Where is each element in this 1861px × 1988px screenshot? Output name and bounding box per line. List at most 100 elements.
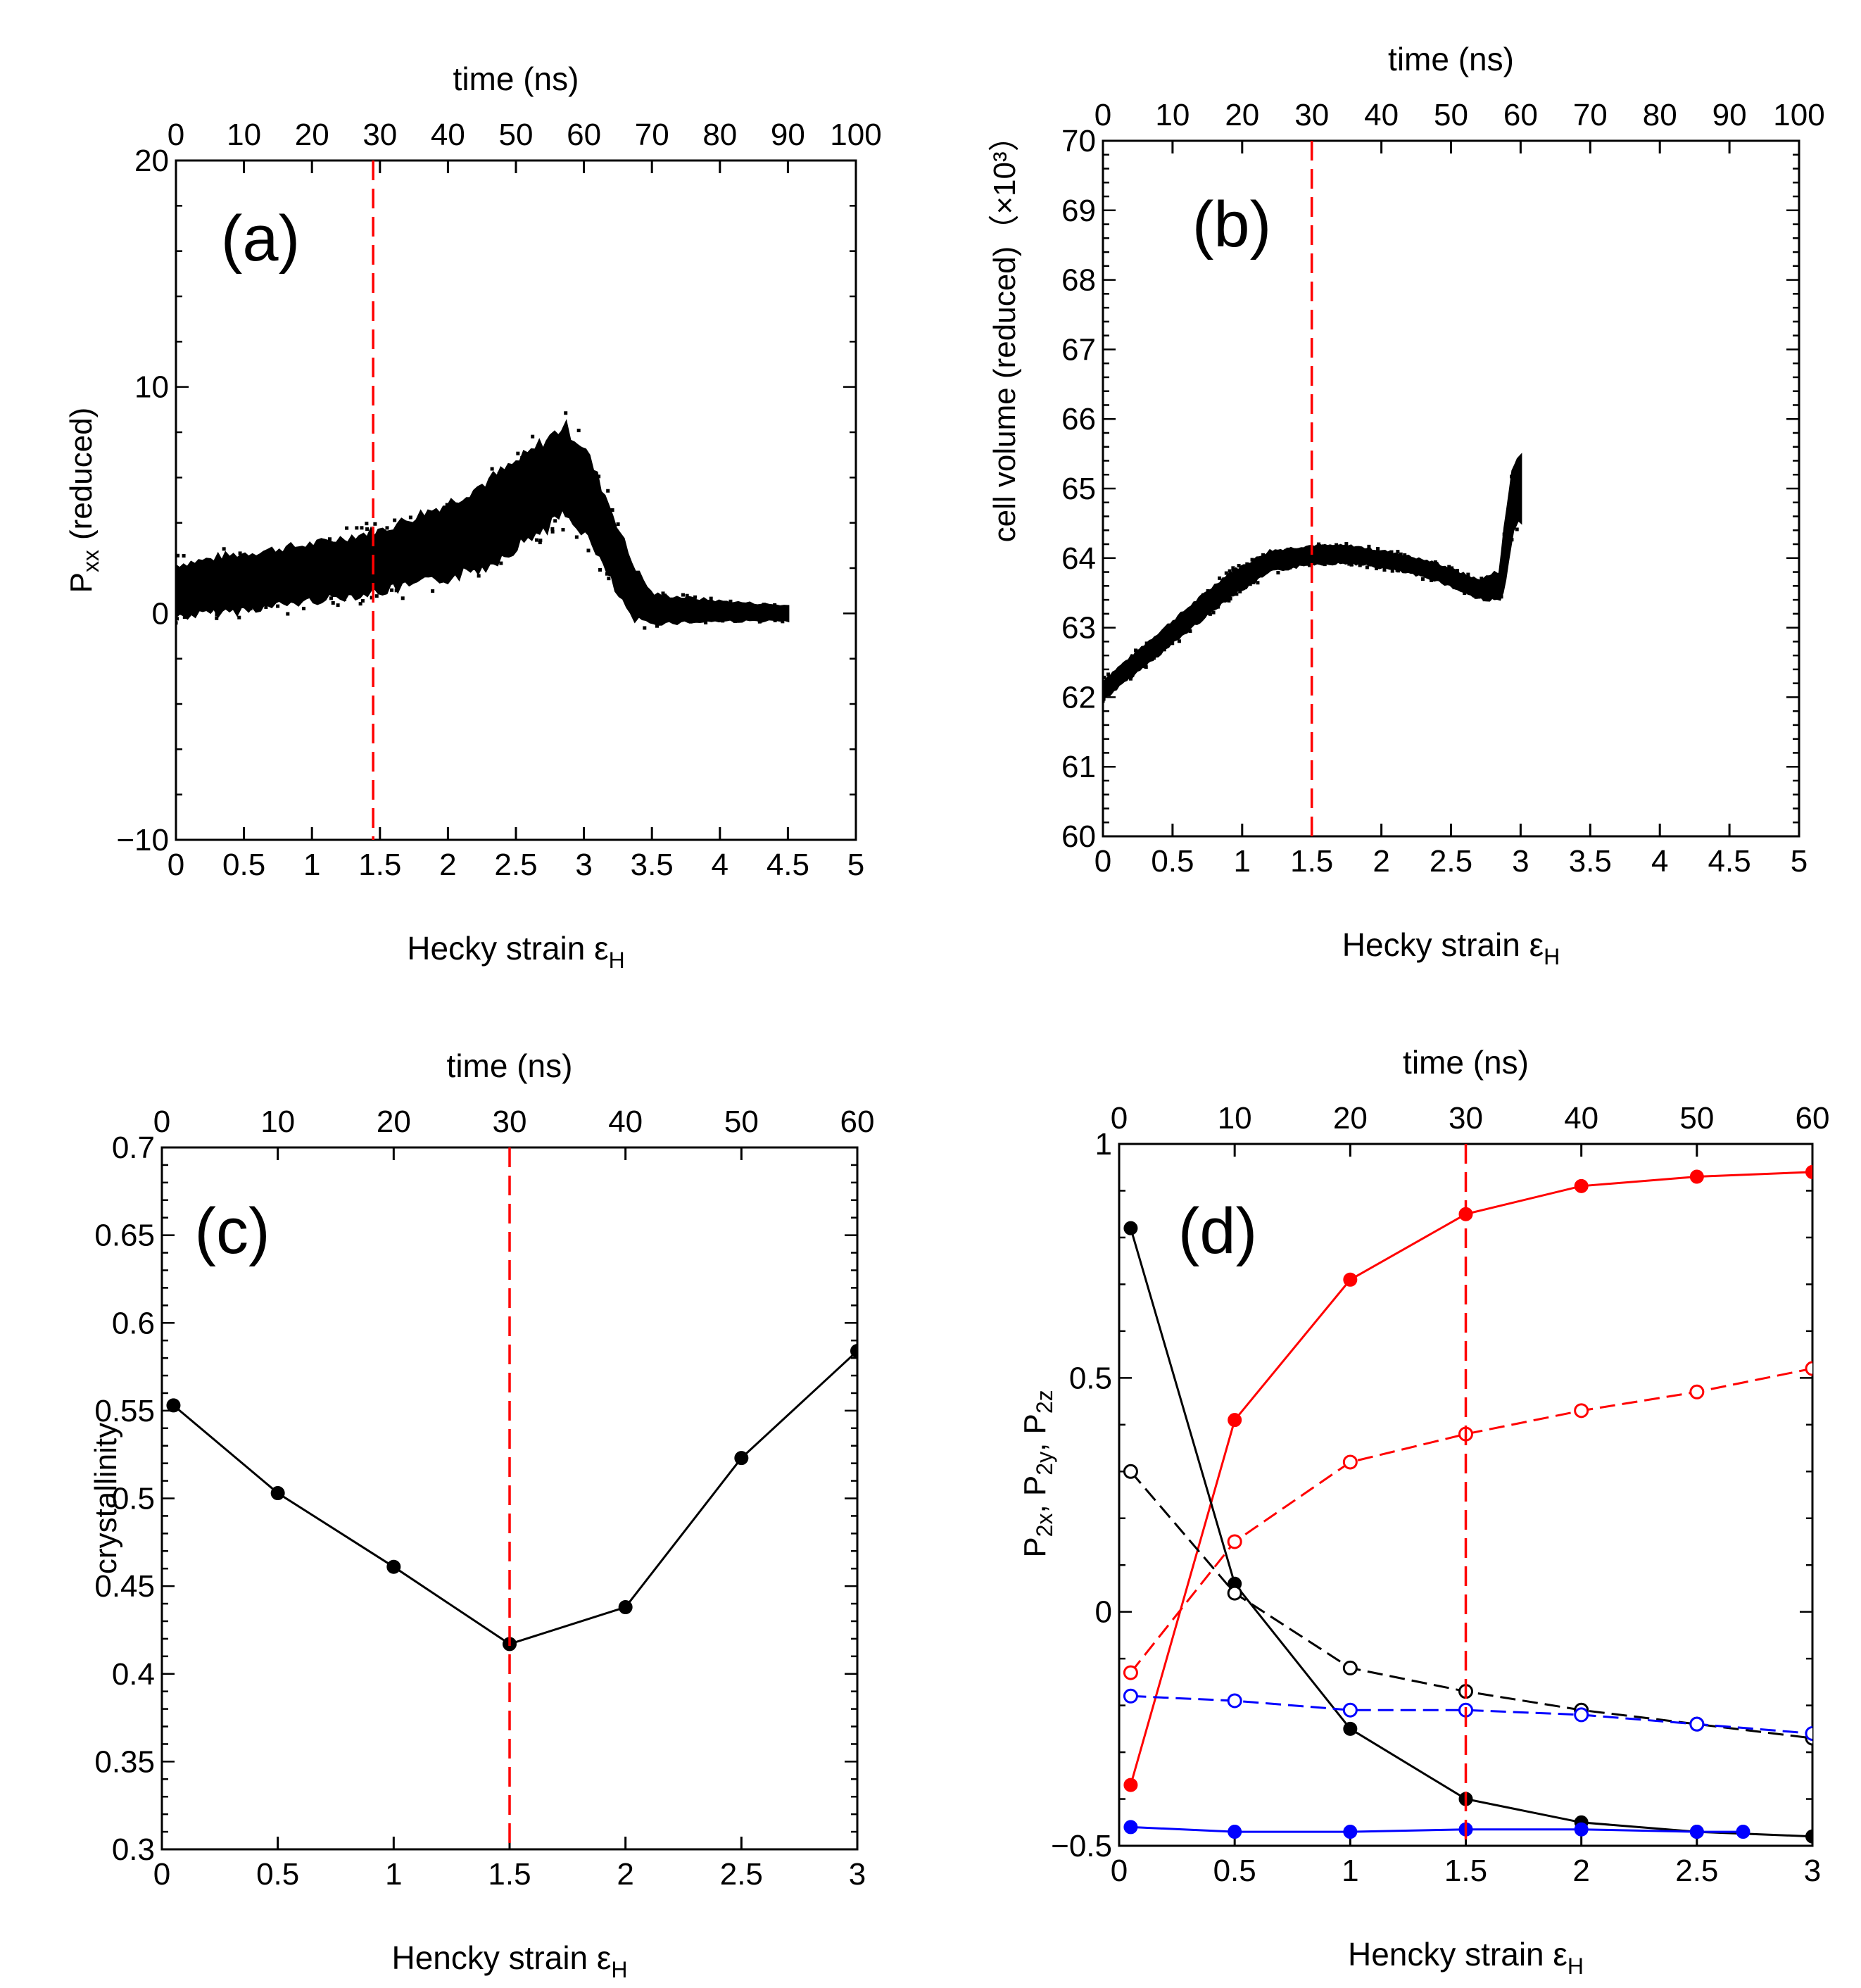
data-point: [681, 593, 685, 597]
top-tick-label: 50: [724, 1105, 759, 1139]
data-point: [574, 535, 579, 539]
x-tick-label: 2: [617, 1857, 633, 1892]
x-tick-label: 0.5: [222, 848, 265, 882]
x-tick-label: 2: [439, 848, 456, 882]
data-area: [1123, 1164, 1812, 1844]
x-axis-label: Hencky strain εH: [1348, 1936, 1584, 1979]
data-point: [1211, 610, 1216, 615]
panel-label: (b): [1192, 189, 1271, 260]
x-tick-label: 0.5: [1213, 1854, 1256, 1888]
data-point: [1574, 1178, 1589, 1193]
data-point: [182, 554, 186, 558]
top-tick-label: 50: [1679, 1101, 1714, 1135]
y-tick-label: 70: [1061, 124, 1096, 158]
x-axis-label-main: Hencky strain ε: [1348, 1936, 1567, 1973]
x-tick-label: 2.5: [1675, 1854, 1718, 1888]
data-point: [1342, 1702, 1358, 1718]
top-tick-label: 40: [1364, 98, 1399, 132]
data-point: [1171, 641, 1175, 646]
data-point: [360, 526, 364, 530]
data-point: [1347, 562, 1351, 566]
data-point: [616, 522, 620, 527]
data-point: [1224, 571, 1228, 575]
data-point: [1287, 565, 1292, 570]
data-point: [1206, 589, 1210, 593]
data-point: [1403, 553, 1407, 557]
y-tick-label: 66: [1061, 402, 1096, 436]
data-point: [781, 619, 785, 624]
data-point: [343, 597, 347, 601]
data-point: [1689, 1716, 1705, 1732]
data-point: [535, 538, 539, 542]
panel-c: 0 0.5 1 1.5 2 2.5 30 10 20 30 40 50 600.30.350.40.45…: [89, 1048, 874, 1982]
x-axis-label-sub: H: [1544, 944, 1560, 969]
data-point: [321, 539, 325, 543]
x-tick-label: 1.5: [1444, 1854, 1487, 1888]
data-point: [1134, 648, 1138, 653]
data-point: [1238, 589, 1242, 593]
data-point: [237, 615, 241, 619]
data-point: [443, 578, 448, 582]
data-point: [1256, 581, 1260, 585]
data-point: [1574, 1403, 1589, 1418]
x-tick-label: 0: [153, 1857, 170, 1892]
data-point: [1323, 562, 1327, 567]
y-tick-label: 0.6: [112, 1306, 155, 1340]
data-point: [248, 607, 253, 611]
data-point: [564, 411, 568, 415]
top-axis-title: time (ns): [453, 61, 579, 97]
data-point: [721, 619, 725, 623]
x-tick-label: 1.5: [358, 848, 401, 882]
y-tick-label: 67: [1061, 332, 1096, 367]
y-tick-label: 0.3: [112, 1832, 155, 1867]
panel-label: (a): [221, 203, 300, 275]
data-point: [574, 522, 579, 526]
data-point: [1343, 1825, 1358, 1839]
x-tick-label: 4: [712, 848, 728, 882]
data-point: [1510, 474, 1514, 479]
data-point: [1103, 699, 1105, 703]
x-tick-label: 0: [1111, 1854, 1128, 1888]
data-point: [385, 526, 389, 530]
x-tick-label: 4.5: [1708, 844, 1751, 879]
x-tick-label: 0.5: [1151, 844, 1194, 879]
data-point: [215, 616, 219, 620]
data-point: [1231, 568, 1235, 572]
data-point: [850, 1344, 857, 1359]
data-point: [1502, 532, 1506, 536]
data-point: [1248, 582, 1252, 586]
panel-label: (d): [1178, 1195, 1257, 1267]
data-point: [383, 591, 387, 595]
data-point: [1144, 665, 1148, 669]
data-point: [176, 553, 180, 558]
top-tick-label: 70: [635, 118, 669, 152]
data-point: [1235, 592, 1239, 596]
data-point: [550, 529, 555, 534]
data-point: [1574, 1822, 1589, 1837]
x-axis-label-sub: H: [611, 1957, 627, 1982]
data-point: [1317, 542, 1321, 546]
data-point: [1103, 675, 1106, 679]
top-tick-label: 90: [771, 118, 805, 152]
data-point: [773, 618, 777, 622]
top-tick-label: 60: [1503, 98, 1538, 132]
x-tick-label: 3: [1804, 1854, 1821, 1888]
data-point: [1245, 562, 1249, 566]
data-point: [1430, 578, 1434, 582]
data-point: [345, 526, 349, 530]
data-point: [1689, 1825, 1704, 1839]
top-axis-title: time (ns): [1388, 41, 1514, 77]
top-tick-label: 0: [153, 1105, 170, 1139]
data-point: [497, 472, 501, 476]
x-tick-label: 1: [303, 848, 320, 882]
data-point: [358, 602, 362, 606]
data-point: [1455, 569, 1459, 573]
data-point: [1243, 586, 1247, 590]
data-point: [1228, 596, 1232, 600]
data-point: [1395, 568, 1399, 572]
data-point: [490, 467, 494, 471]
data-point: [448, 576, 452, 580]
y-tick-label: 65: [1061, 472, 1096, 506]
data-point: [1447, 565, 1451, 569]
y-tick-label: 62: [1061, 680, 1096, 715]
